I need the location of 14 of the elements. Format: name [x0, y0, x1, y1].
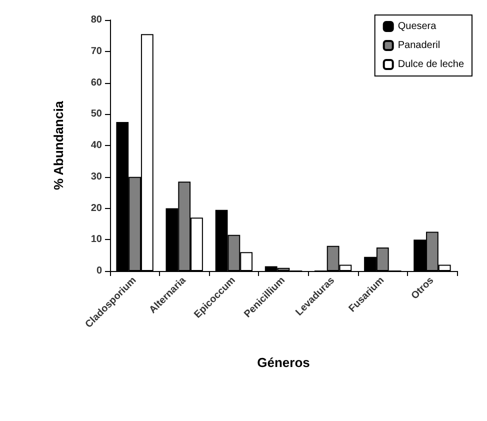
x-axis-title: Géneros: [257, 355, 310, 370]
y-tick-label: 80: [90, 14, 102, 26]
y-tick-label: 10: [90, 234, 102, 246]
y-tick-label: 30: [90, 171, 102, 182]
y-axis-title: % Abundancia: [51, 100, 66, 190]
legend-label: Quesera: [398, 21, 437, 32]
y-tick-label: 20: [90, 202, 102, 214]
y-tick-label: 0: [96, 266, 102, 276]
legend-label: Panaderil: [398, 40, 440, 51]
y-tick-label: 40: [90, 140, 102, 151]
y-tick-label: 50: [90, 108, 102, 120]
y-tick-label: 60: [90, 77, 102, 88]
y-tick-label: 70: [90, 46, 102, 57]
legend-label: Dulce de leche: [398, 59, 464, 70]
